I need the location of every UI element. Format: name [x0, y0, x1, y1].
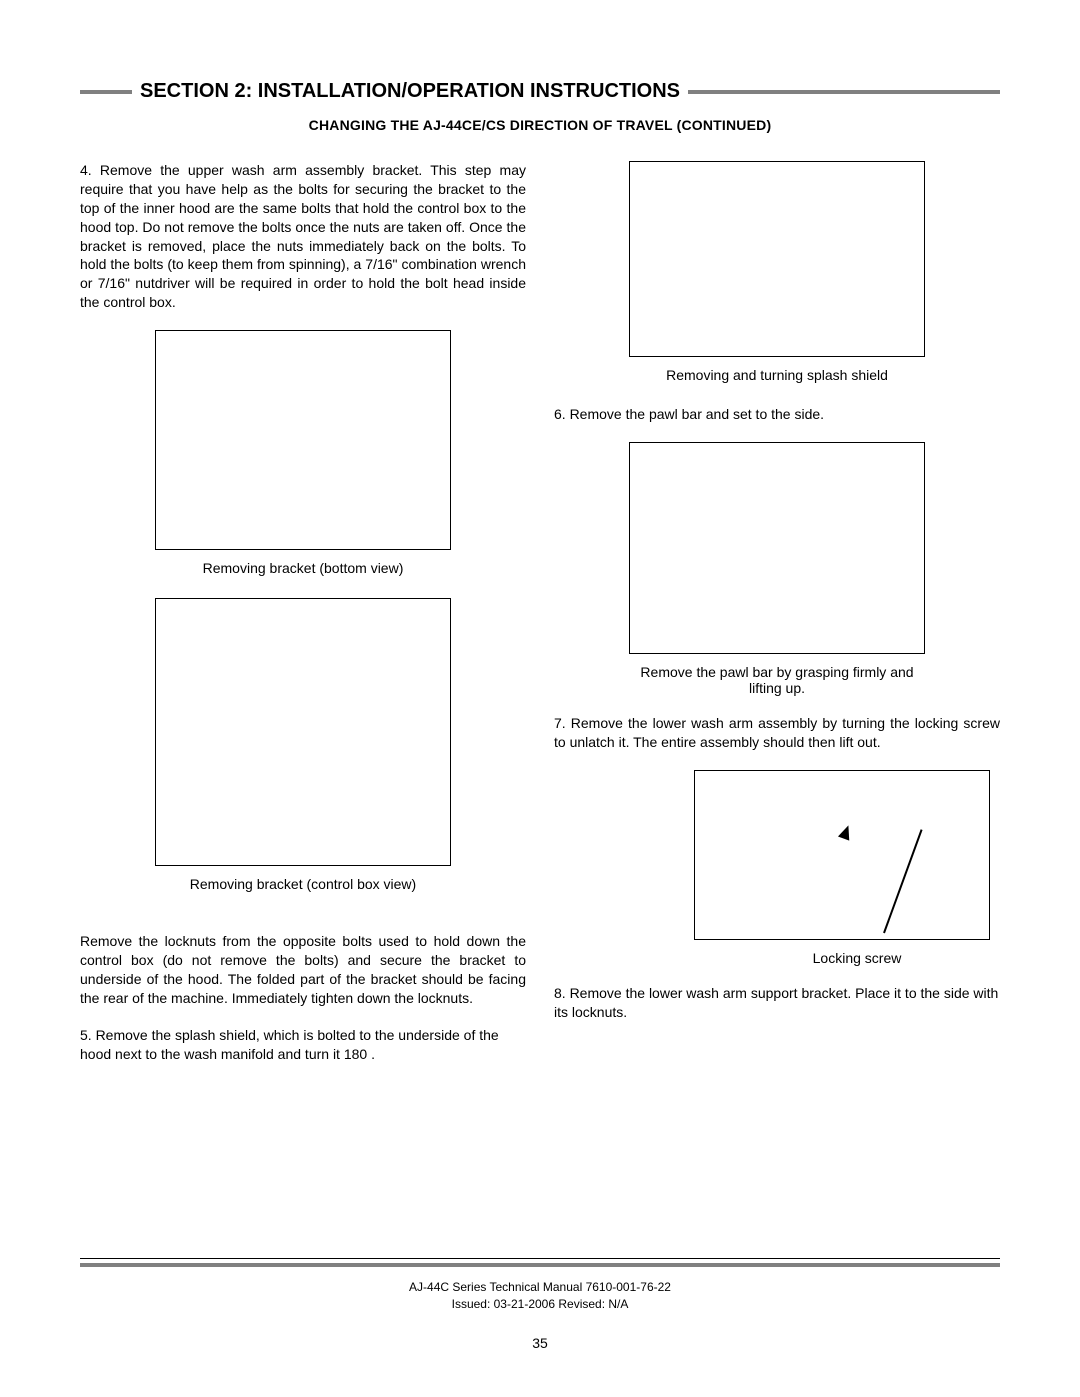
content-columns: 4. Remove the upper wash arm assembly br…: [80, 161, 1000, 1081]
footer-text: AJ-44C Series Technical Manual 7610-001-…: [80, 1279, 1000, 1313]
section-subtitle: CHANGING THE AJ-44CE/CS DIRECTION OF TRA…: [80, 117, 1000, 133]
footer-line-1: AJ-44C Series Technical Manual 7610-001-…: [409, 1280, 671, 1294]
caption-bracket-control-box: Removing bracket (control box view): [80, 876, 526, 892]
figure-bracket-bottom: [155, 330, 451, 550]
caption-splash-shield: Removing and turning splash shield: [554, 367, 1000, 383]
caption-pawl-bar: Remove the pawl bar by grasping firmly a…: [554, 664, 1000, 696]
page-number: 35: [80, 1335, 1000, 1351]
right-column: Removing and turning splash shield 6. Re…: [554, 161, 1000, 1081]
header-rule-right: [688, 90, 1000, 94]
arrow-line: [883, 829, 923, 933]
caption-bracket-bottom: Removing bracket (bottom view): [80, 560, 526, 576]
step-5-text: 5. Remove the splash shield, which is bo…: [80, 1026, 526, 1064]
step-8-text: 8. Remove the lower wash arm support bra…: [554, 984, 1000, 1022]
step-7-text: 7. Remove the lower wash arm assembly by…: [554, 714, 1000, 752]
figure-locking-screw: [694, 770, 990, 940]
step-4-text: 4. Remove the upper wash arm assembly br…: [80, 161, 526, 312]
figure-splash-shield: [629, 161, 925, 357]
figure-bracket-control-box: [155, 598, 451, 866]
footer-thin-rule: [80, 1258, 1000, 1259]
figure-pawl-bar: [629, 442, 925, 654]
footer-line-2: Issued: 03-21-2006 Revised: N/A: [452, 1297, 629, 1311]
caption-locking-screw: Locking screw: [714, 950, 1000, 966]
arrow-head-icon: [838, 823, 854, 840]
header-rule-left: [80, 90, 132, 94]
section-header: SECTION 2: INSTALLATION/OPERATION INSTRU…: [80, 80, 1000, 103]
step-6-text: 6. Remove the pawl bar and set to the si…: [554, 405, 1000, 424]
caption-pawl-line1: Remove the pawl bar by grasping firmly a…: [640, 664, 913, 680]
locknuts-text: Remove the locknuts from the opposite bo…: [80, 932, 526, 1008]
section-title: SECTION 2: INSTALLATION/OPERATION INSTRU…: [140, 80, 680, 103]
caption-pawl-line2: lifting up.: [749, 680, 805, 696]
left-column: 4. Remove the upper wash arm assembly br…: [80, 161, 526, 1081]
footer-thick-rule: [80, 1263, 1000, 1267]
